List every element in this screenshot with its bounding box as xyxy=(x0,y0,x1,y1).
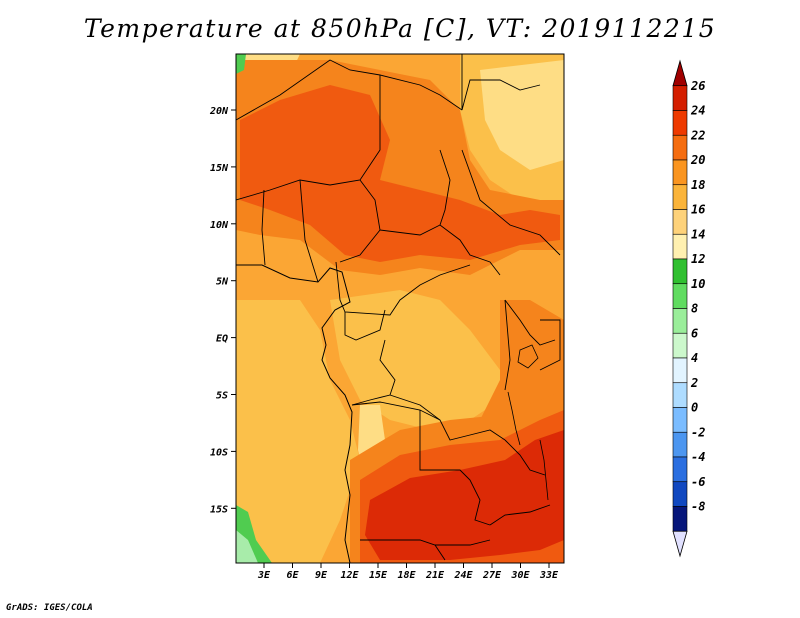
colorbar-level-label: 16 xyxy=(691,203,705,217)
colorbar-bottom-triangle xyxy=(672,530,688,558)
contour-10-12-southwest xyxy=(236,530,258,563)
lon-label: 33E xyxy=(539,570,559,581)
colorbar-level-label: 14 xyxy=(691,227,705,241)
lon-label: 12E xyxy=(340,570,359,581)
country-borders xyxy=(236,54,561,561)
colorbar-level-label: 12 xyxy=(691,252,705,266)
colorbar-segment xyxy=(672,332,688,359)
colorbar-segment xyxy=(672,308,688,334)
lon-label: 27E xyxy=(482,570,502,581)
colorbar xyxy=(672,59,688,558)
colorbar-segment xyxy=(672,134,688,161)
grads-credit: GrADS: IGES/COLA xyxy=(6,603,93,613)
colorbar-level-label: 8 xyxy=(691,302,698,316)
colorbar-segment xyxy=(672,481,688,507)
colorbar-segment xyxy=(672,209,688,235)
lon-label: 24E xyxy=(453,570,473,581)
colorbar-level-label: -4 xyxy=(691,450,705,464)
colorbar-level-label: 10 xyxy=(691,277,705,291)
colorbar-level-label: 4 xyxy=(691,351,698,365)
longitude-axis: 3E 6E 9E 12E 15E 18E 21E 24E 27E 30E 33E xyxy=(257,563,559,581)
lat-label: 5N xyxy=(216,277,229,288)
colorbar-segment xyxy=(672,357,688,384)
lat-label: 5S xyxy=(216,391,228,402)
colorbar-level-label: 22 xyxy=(690,128,705,142)
map-frame xyxy=(235,53,565,564)
colorbar-segment xyxy=(672,110,688,136)
lat-label: 10N xyxy=(210,220,229,231)
lon-label: 6E xyxy=(286,570,299,581)
colorbar-segment xyxy=(672,85,688,111)
colorbar-level-label: -6 xyxy=(691,475,705,489)
lat-label: 10S xyxy=(210,447,228,458)
colorbar-segment xyxy=(672,159,688,186)
lat-label: 20N xyxy=(209,106,229,117)
latitude-axis: 20N 15N 10N 5N EQ 5S 10S 15S xyxy=(209,106,236,515)
lake-victoria xyxy=(517,344,539,369)
colorbar-level-label: 20 xyxy=(690,153,705,167)
colorbar-level-label: -2 xyxy=(691,425,705,439)
colorbar-segment xyxy=(672,407,688,433)
colorbar-level-label: 2 xyxy=(690,376,698,390)
chart-title: Temperature at 850hPa [C], VT: 201911221… xyxy=(83,14,717,43)
contour-24-26-sahel xyxy=(240,85,560,262)
lake-malawi xyxy=(539,439,549,501)
colorbar-level-label: 6 xyxy=(691,326,698,340)
contour-14-16-northeast xyxy=(480,60,564,170)
colorbar-segment xyxy=(672,233,688,260)
colorbar-segment xyxy=(672,184,688,210)
colorbar-segment xyxy=(672,283,688,309)
lon-label: 18E xyxy=(397,570,416,581)
lat-label: 15S xyxy=(210,504,228,515)
colorbar-level-label: 24 xyxy=(690,104,705,118)
lon-label: 3E xyxy=(257,570,271,581)
contour-16-18-central xyxy=(330,290,500,430)
colorbar-segment xyxy=(672,431,688,458)
colorbar-level-label: 18 xyxy=(691,178,705,192)
temperature-field xyxy=(236,54,564,563)
lon-label: 21E xyxy=(425,570,445,581)
contour-12-14-northwest xyxy=(236,54,246,74)
colorbar-segment xyxy=(672,506,688,532)
colorbar-segment xyxy=(672,382,688,408)
colorbar-top-triangle xyxy=(672,59,688,87)
colorbar-level-label: 26 xyxy=(690,79,705,93)
colorbar-level-label: -8 xyxy=(691,500,705,514)
lon-label: 15E xyxy=(369,570,388,581)
lat-label: EQ xyxy=(216,334,228,345)
lon-label: 9E xyxy=(315,570,328,581)
colorbar-segment xyxy=(672,258,688,285)
lat-label: 15N xyxy=(210,163,229,174)
lon-label: 30E xyxy=(510,570,530,581)
contour-16-18-west xyxy=(236,300,360,563)
contour-26-plus-south xyxy=(365,430,564,560)
lake-tanganyika xyxy=(507,391,521,446)
colorbar-segment xyxy=(672,456,688,483)
colorbar-level-label: 0 xyxy=(691,401,698,415)
